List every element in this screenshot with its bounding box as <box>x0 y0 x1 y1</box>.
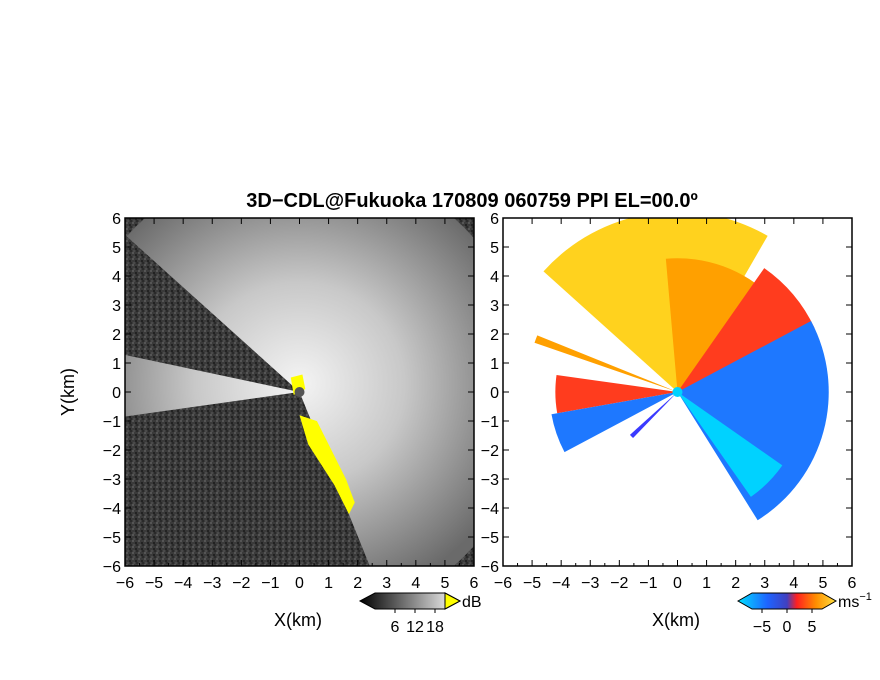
left-ytick-label: −4 <box>103 501 121 518</box>
sector-north-yellow <box>543 218 768 392</box>
right-xtick-label: 1 <box>702 575 711 592</box>
right-ytick-label: −4 <box>481 501 499 518</box>
left-ytick-label: 1 <box>112 356 121 373</box>
colorbar-velocity-ticks: −5 0 5 <box>753 609 817 636</box>
right-ytick-label: −1 <box>481 414 499 431</box>
chart-title: 3D−CDL@Fukuoka 170809 060759 PPI EL=00.0… <box>246 190 698 212</box>
left-xtick-label: −2 <box>232 575 250 592</box>
right-xtick-label: 5 <box>818 575 827 592</box>
left-ytick-label: 4 <box>112 269 121 286</box>
colorbar-intensity-tick-label: 6 <box>391 619 400 636</box>
right-xtick-label: 6 <box>848 575 857 592</box>
right-xtick-label: −5 <box>523 575 541 592</box>
right-ytick-label: 2 <box>490 327 499 344</box>
radar-center-dot-right <box>672 387 683 397</box>
left-xlabel: X(km) <box>274 610 322 630</box>
left-ytick-label: −2 <box>103 443 121 460</box>
panel-right: −6 −5 −4 −3 −2 −1 0 1 2 3 4 5 6 6 5 4 3 2 1 0 −1 −2 −3 −4 −5 −6 X… <box>481 211 857 630</box>
colorbar-intensity-tick-label: 12 <box>406 619 424 636</box>
colorbar-velocity-tick-label: 0 <box>783 619 792 636</box>
sector-north-orange <box>665 258 773 392</box>
sector-east-blue <box>677 321 829 521</box>
left-ytick-label: −5 <box>103 530 121 547</box>
right-ytick-label: 1 <box>490 356 499 373</box>
sector-west-red <box>555 375 678 414</box>
beam-west-orange <box>534 335 678 392</box>
left-ytick-label: 2 <box>112 327 121 344</box>
right-ytick-label: 0 <box>490 385 499 402</box>
left-xtick-label: 6 <box>470 575 479 592</box>
left-ytick-label: 3 <box>112 298 121 315</box>
right-ytick-label: −6 <box>481 559 499 576</box>
intensity-field <box>125 218 474 566</box>
right-ytick-label: −5 <box>481 530 499 547</box>
colorbar-velocity: ms−1 −5 0 5 <box>736 591 872 636</box>
panel-left: −6 −5 −4 −3 −2 −1 0 1 2 3 4 5 6 6 5 4 3 2 1 0 −1 −2 −3 −4 −5 −6 X… <box>58 211 479 630</box>
right-xtick-label: −6 <box>494 575 512 592</box>
colorbar-velocity-tick-label: −5 <box>753 619 771 636</box>
right-xtick-label: 3 <box>760 575 769 592</box>
left-xtick-label: −1 <box>261 575 279 592</box>
colorbar-velocity-unit-exponent: −1 <box>859 591 872 603</box>
right-ytick-label: 6 <box>490 211 499 228</box>
left-xtick-label: 1 <box>324 575 333 592</box>
colorbar-intensity-unit: dB <box>462 594 482 611</box>
left-axis-ticks: −6 −5 −4 −3 −2 −1 0 1 2 3 4 5 6 6 5 4 3 2 1 0 −1 −2 −3 −4 −5 −6 <box>103 211 479 592</box>
left-xtick-label: 2 <box>353 575 362 592</box>
left-ytick-label: 0 <box>112 385 121 402</box>
beam-southwest <box>629 392 678 439</box>
right-ytick-label: −3 <box>481 472 499 489</box>
right-xtick-label: −4 <box>552 575 570 592</box>
left-xtick-label: −6 <box>116 575 134 592</box>
radar-center-dot <box>294 387 305 397</box>
right-ytick-label: −2 <box>481 443 499 460</box>
right-xtick-label: 4 <box>789 575 798 592</box>
yellow-overlay-edge <box>299 415 355 515</box>
svg-text:ms−1: ms−1 <box>838 591 872 611</box>
right-xtick-label: −2 <box>610 575 628 592</box>
colorbar-intensity-tick-label: 18 <box>426 619 444 636</box>
velocity-field <box>503 218 852 566</box>
right-xtick-label: −3 <box>581 575 599 592</box>
sector-northeast-red <box>677 268 815 392</box>
right-xlabel: X(km) <box>652 610 700 630</box>
left-xtick-label: −4 <box>174 575 192 592</box>
right-xtick-label: −1 <box>639 575 657 592</box>
left-xtick-label: 0 <box>295 575 304 592</box>
left-ytick-label: −6 <box>103 559 121 576</box>
right-ytick-label: 4 <box>490 269 499 286</box>
left-ytick-label: 6 <box>112 211 121 228</box>
colorbar-velocity-unit: ms <box>838 594 859 611</box>
left-xtick-label: 4 <box>411 575 420 592</box>
left-ytick-label: −3 <box>103 472 121 489</box>
left-xtick-label: −5 <box>145 575 163 592</box>
left-xtick-label: 5 <box>440 575 449 592</box>
left-ylabel: Y(km) <box>58 368 78 416</box>
left-xtick-label: −3 <box>203 575 221 592</box>
right-ytick-label: 5 <box>490 240 499 257</box>
right-xtick-label: 2 <box>731 575 740 592</box>
colorbar-velocity-tick-label: 5 <box>808 619 817 636</box>
left-ytick-label: 5 <box>112 240 121 257</box>
colorbar-intensity-ticks: 6 12 18 <box>391 609 444 636</box>
colorbar-intensity: dB 6 12 18 <box>358 592 482 636</box>
right-ytick-label: 3 <box>490 298 499 315</box>
left-ytick-label: −1 <box>103 414 121 431</box>
right-axis-ticks: −6 −5 −4 −3 −2 −1 0 1 2 3 4 5 6 6 5 4 3 2 1 0 −1 −2 −3 −4 −5 −6 <box>481 211 857 592</box>
left-xtick-label: 3 <box>382 575 391 592</box>
sector-west-blue <box>551 392 678 453</box>
sector-east-cyan <box>677 392 783 497</box>
right-xtick-label: 0 <box>673 575 682 592</box>
